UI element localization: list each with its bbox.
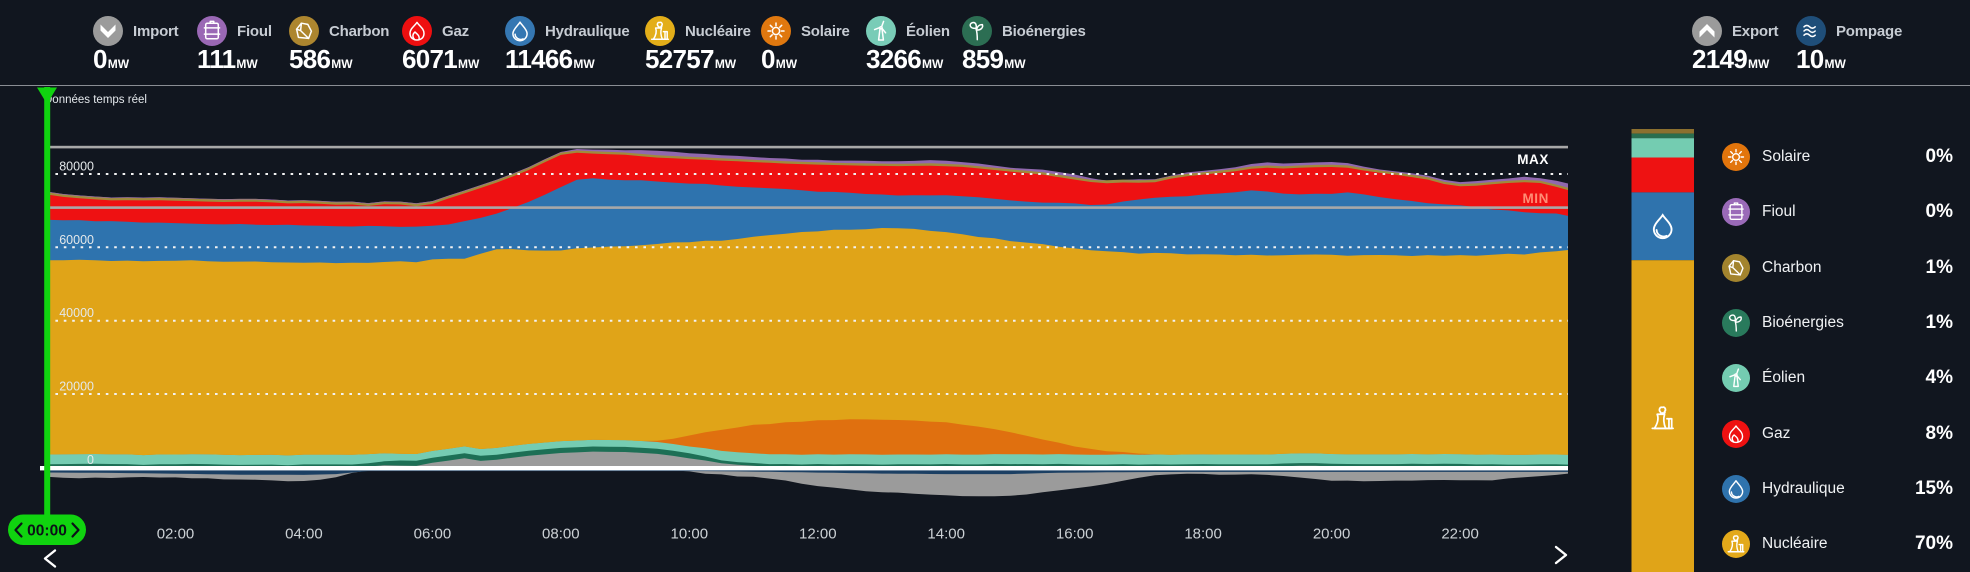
svg-text:14:00: 14:00: [927, 526, 965, 543]
svg-text:MIN: MIN: [1522, 191, 1549, 206]
svg-text:10:00: 10:00: [671, 526, 709, 543]
svg-text:00:00: 00:00: [27, 523, 67, 540]
svg-text:0: 0: [87, 453, 94, 467]
svg-text:60000: 60000: [59, 233, 94, 247]
svg-text:12:00: 12:00: [799, 526, 837, 543]
svg-text:20:00: 20:00: [1313, 526, 1351, 543]
svg-text:22:00: 22:00: [1441, 526, 1479, 543]
svg-text:40000: 40000: [59, 306, 94, 320]
svg-text:18:00: 18:00: [1184, 526, 1222, 543]
svg-text:06:00: 06:00: [414, 526, 452, 543]
svg-text:02:00: 02:00: [157, 526, 195, 543]
svg-text:80000: 80000: [59, 160, 94, 174]
svg-text:08:00: 08:00: [542, 526, 580, 543]
svg-text:Données temps réel: Données temps réel: [44, 94, 147, 106]
svg-text:04:00: 04:00: [285, 526, 323, 543]
svg-text:16:00: 16:00: [1056, 526, 1094, 543]
svg-text:20000: 20000: [59, 380, 94, 394]
svg-text:MAX: MAX: [1517, 152, 1549, 167]
